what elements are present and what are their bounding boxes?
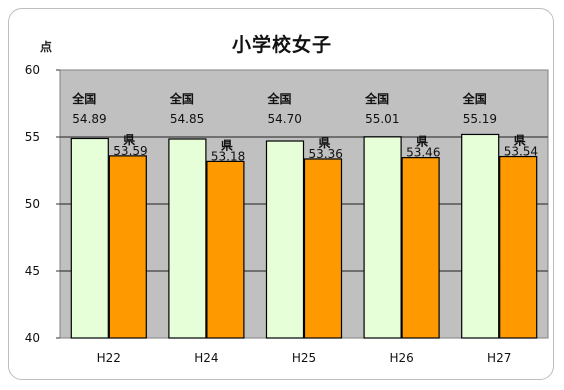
bar-prefecture xyxy=(206,160,245,339)
series-label-prefecture: 県 xyxy=(319,136,331,150)
y-tick-label: 50 xyxy=(25,197,40,211)
x-tick-label: H27 xyxy=(487,351,511,365)
y-tick-label: 40 xyxy=(25,331,40,345)
series-label-national: 全国 xyxy=(169,91,194,106)
value-label-prefecture: 53.54 xyxy=(504,145,538,159)
value-label-prefecture: 53.18 xyxy=(211,149,245,163)
bar-national xyxy=(363,136,402,339)
value-label-national: 54.85 xyxy=(170,112,204,126)
bar-national xyxy=(461,133,500,339)
x-tick-label: H24 xyxy=(194,351,218,365)
bar-prefecture xyxy=(401,157,440,339)
series-label-prefecture: 県 xyxy=(514,134,526,148)
chart-title: 小学校女子 xyxy=(231,34,332,56)
bar-prefecture xyxy=(108,155,147,339)
x-tick-label: H26 xyxy=(389,351,413,365)
bar-national xyxy=(168,138,207,339)
value-label-national: 54.70 xyxy=(268,112,302,126)
bar-prefecture xyxy=(499,155,538,339)
series-label-prefecture: 県 xyxy=(123,133,135,147)
value-label-national: 55.19 xyxy=(463,112,497,126)
value-label-prefecture: 53.59 xyxy=(113,144,147,158)
bar-prefecture xyxy=(303,158,343,339)
y-tick-label: 45 xyxy=(25,264,40,278)
y-axis-unit-label: 点 xyxy=(40,40,53,54)
series-label-national: 全国 xyxy=(267,91,292,106)
series-label-national: 全国 xyxy=(462,91,487,106)
y-tick-label: 60 xyxy=(25,63,40,77)
x-tick-label: H22 xyxy=(97,351,121,365)
bar-national xyxy=(265,140,305,339)
value-label-national: 55.01 xyxy=(365,112,399,126)
series-label-prefecture: 県 xyxy=(416,135,428,149)
series-label-prefecture: 県 xyxy=(221,138,233,152)
value-label-prefecture: 53.46 xyxy=(406,146,440,160)
y-tick-label: 55 xyxy=(25,130,40,144)
series-label-national: 全国 xyxy=(71,91,96,106)
value-label-prefecture: 53.36 xyxy=(309,147,343,161)
series-label-national: 全国 xyxy=(364,91,389,106)
value-label-national: 54.89 xyxy=(72,112,106,126)
bar-national xyxy=(70,137,109,339)
x-tick-label: H25 xyxy=(292,351,316,365)
